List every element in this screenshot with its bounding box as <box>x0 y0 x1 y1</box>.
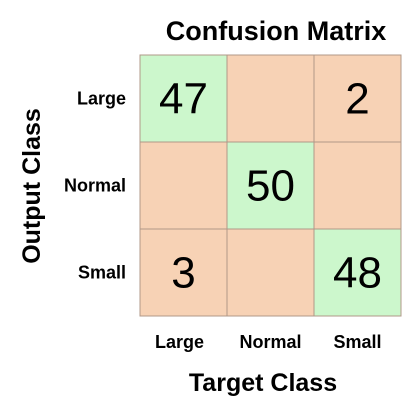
matrix-cell-large-normal <box>226 54 315 143</box>
matrix-cell-small-normal <box>226 228 315 317</box>
y-tick-label-small: Small <box>78 263 126 283</box>
cell-value-large-small: 2 <box>345 75 369 124</box>
cell-value-large-large: 47 <box>159 75 208 124</box>
cell-value-small-large: 3 <box>171 249 195 298</box>
cell-value-normal-normal: 50 <box>246 162 295 211</box>
matrix-cell-large-large <box>139 54 228 143</box>
x-tick-label-large: Large <box>155 332 204 352</box>
x-tick-labels: Large Normal Small <box>155 332 382 352</box>
y-tick-label-normal: Normal <box>64 176 126 196</box>
matrix-cell-normal-large <box>139 141 228 230</box>
matrix-cell-small-small <box>313 228 402 317</box>
matrix-cell-normal-small <box>313 141 402 230</box>
x-tick-label-normal: Normal <box>239 332 301 352</box>
y-tick-labels: Large Normal Small <box>64 89 126 283</box>
matrix-cell-normal-normal <box>226 141 315 230</box>
matrix-grid: 47 2 50 3 48 <box>139 54 402 317</box>
matrix-cell-small-large <box>139 228 228 317</box>
x-tick-label-small: Small <box>333 332 381 352</box>
chart-title: Confusion Matrix <box>166 16 387 46</box>
cell-value-small-small: 48 <box>333 249 382 298</box>
matrix-cell-large-small <box>313 54 402 143</box>
x-axis-label: Target Class <box>189 369 337 397</box>
y-axis-label: Output Class <box>18 108 46 264</box>
y-tick-label-large: Large <box>77 89 126 109</box>
